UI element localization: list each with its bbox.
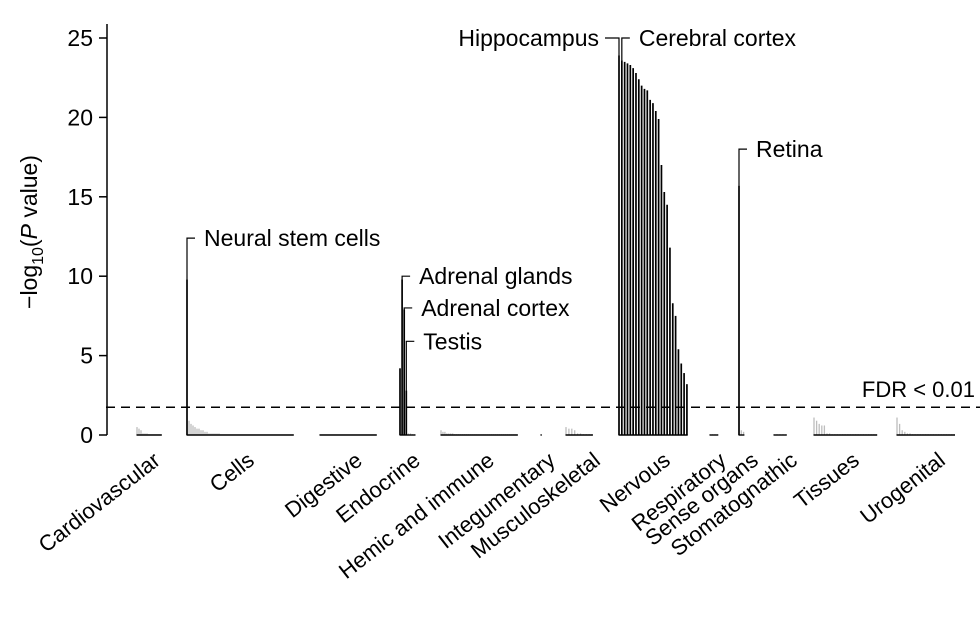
annotation-hippocampus: Hippocampus	[458, 25, 599, 51]
y-tick-label-10: 10	[67, 263, 93, 289]
annotation-leader-adrenal-cortex	[403, 307, 413, 310]
annotations-layer: Neural stem cells Adrenal glands Adrenal c…	[186, 25, 823, 391]
x-axis-categories: Cardiovascular Cells DigestiveEndocrineHem…	[34, 447, 950, 583]
annotation-leader-testis	[405, 340, 415, 391]
annotation-adrenal-glands: Adrenal glands	[419, 263, 572, 289]
bars-layer	[136, 55, 955, 436]
y-tick-label-20: 20	[67, 104, 93, 130]
annotation-leader-neural-stem-cells	[186, 237, 195, 280]
annotation-leader-hippocampus	[605, 37, 620, 56]
y-axis: 0 5 10 15 20 25	[67, 24, 108, 448]
category-label-urogenital: Urogenital	[855, 447, 949, 528]
category-label-cardiovascular: Cardiovascular	[34, 447, 165, 557]
annotation-retina: Retina	[756, 136, 823, 162]
annotation-leader-retina	[738, 148, 747, 186]
fdr-threshold-label: FDR < 0.01	[862, 377, 975, 402]
y-tick-label-25: 25	[67, 25, 93, 51]
annotation-testis: Testis	[423, 328, 482, 354]
annotation-cerebral-cortex: Cerebral cortex	[639, 25, 797, 51]
annotation-neural-stem-cells: Neural stem cells	[204, 225, 380, 251]
category-label-cells: Cells	[205, 447, 259, 497]
y-tick-label-5: 5	[80, 343, 93, 369]
threshold-layer: FDR < 0.01	[106, 377, 980, 408]
y-tick-label-15: 15	[67, 184, 93, 210]
annotation-leader-cerebral-cortex	[621, 37, 630, 61]
category-label-tissues: Tissues	[789, 447, 863, 513]
y-axis-label: −log10(P value)	[16, 155, 47, 309]
annotation-leader-adrenal-glands	[401, 275, 411, 280]
annotation-adrenal-cortex: Adrenal cortex	[421, 295, 570, 321]
y-tick-label-0: 0	[80, 422, 93, 448]
